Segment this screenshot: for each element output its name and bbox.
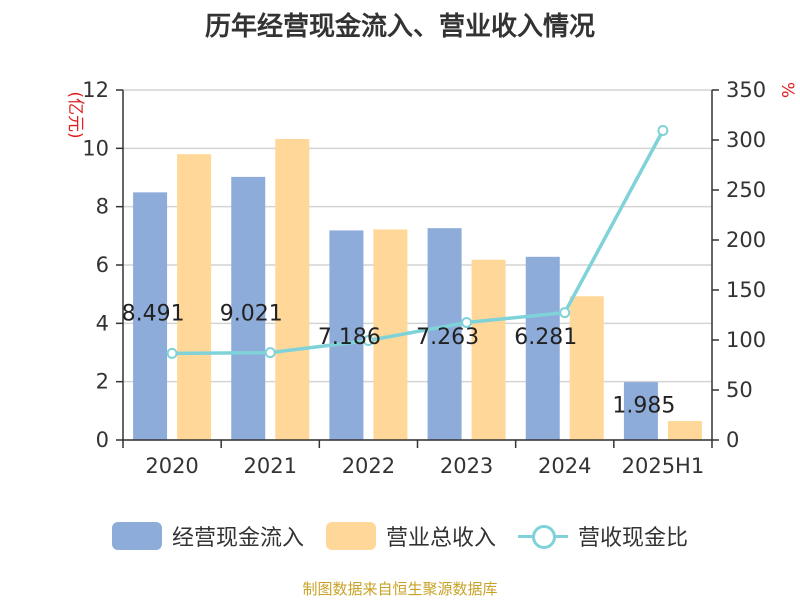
legend-label-ratio: 营收现金比 <box>578 526 689 551</box>
data-label-cash-inflow-2021: 9.021 <box>220 301 283 326</box>
y-right-tick-label-6: 300 <box>726 128 766 152</box>
data-label-cash-inflow-2023: 7.263 <box>416 325 479 350</box>
x-tick-label-2023: 2023 <box>440 454 493 478</box>
y-left-tick-label-0: 0 <box>96 428 109 452</box>
bar-cash-inflow-2023 <box>427 228 462 440</box>
x-tick-label-2020: 2020 <box>145 454 198 478</box>
ratio-point-2021 <box>264 347 276 359</box>
bar-revenue-2021 <box>275 139 310 440</box>
ratio-point-2022 <box>362 335 374 346</box>
line-layer <box>166 125 669 359</box>
y-left-tick-label-1: 2 <box>96 370 109 394</box>
chart-title: 历年经营现金流入、营业收入情况 <box>204 12 595 42</box>
legend-item-ratio[interactable]: 营收现金比 <box>518 520 688 552</box>
bar-revenue-2025H1 <box>667 421 702 440</box>
labels-layer: 8.491 9.021 7.186 7.263 6.281 1.985 <box>122 301 676 418</box>
source-note: 制图数据来自恒生聚源数据库 <box>302 580 498 598</box>
y-left-tick-label-2: 4 <box>96 311 109 335</box>
bar-cash-inflow-2020 <box>133 192 168 440</box>
ratio-point-2024 <box>559 307 571 319</box>
y-right-tick-label-1: 50 <box>726 378 753 402</box>
data-label-cash-inflow-2024: 6.281 <box>514 325 577 350</box>
ratio-point-2020 <box>166 347 178 359</box>
legend-swatch-ratio <box>518 522 568 550</box>
y-left-tick-label-4: 8 <box>96 195 109 219</box>
y-left-tick-label-3: 6 <box>96 253 109 277</box>
y-axis-left-unit: (亿元) <box>65 91 85 138</box>
bar-cash-inflow-2021 <box>231 176 266 440</box>
data-label-cash-inflow-2022: 7.186 <box>318 325 381 350</box>
y-right-tick-label-5: 250 <box>726 178 766 202</box>
legend-label-revenue: 营业总收入 <box>385 526 496 551</box>
data-label-cash-inflow-2025H1: 1.985 <box>612 393 675 418</box>
legend-swatch-revenue <box>325 522 376 550</box>
axes-layer: 0 2 4 6 8 10 12 0 50 100 150 200 250 300 350 2020 2021 20… <box>65 78 797 478</box>
legend-item-cash-inflow[interactable]: 经营现金流入 <box>111 520 304 552</box>
legend-swatch-cash-inflow <box>111 522 162 550</box>
y-right-tick-label-0: 0 <box>726 428 739 452</box>
x-tick-label-2024: 2024 <box>538 454 591 478</box>
bar-revenue-2020 <box>177 154 212 440</box>
x-tick-label-2025H1: 2025H1 <box>622 454 705 478</box>
y-left-tick-label-5: 10 <box>82 136 109 160</box>
bar-revenue-2024 <box>569 296 604 440</box>
bar-cash-inflow-2024 <box>525 256 560 440</box>
ratio-point-2023 <box>461 317 473 328</box>
y-right-tick-label-7: 350 <box>726 78 766 102</box>
legend: 经营现金流入 营业总收入 营收现金比 <box>0 516 800 556</box>
bar-revenue-2023 <box>471 259 506 440</box>
bar-cash-inflow-2022 <box>329 230 364 440</box>
y-right-tick-label-2: 100 <box>726 328 766 352</box>
data-label-cash-inflow-2020: 8.491 <box>122 301 185 326</box>
ratio-point-2025H1 <box>657 125 669 136</box>
bars-layer <box>133 139 702 440</box>
y-right-tick-label-4: 200 <box>726 228 766 252</box>
grid-layer <box>123 89 712 441</box>
legend-item-revenue[interactable]: 营业总收入 <box>325 520 496 552</box>
legend-label-cash-inflow: 经营现金流入 <box>171 526 304 551</box>
x-tick-label-2021: 2021 <box>244 454 297 478</box>
y-left-tick-label-6: 12 <box>82 78 109 102</box>
bar-cash-inflow-2025H1 <box>623 382 658 440</box>
ratio-line <box>172 129 665 356</box>
y-axis-right-unit: % <box>777 82 797 98</box>
x-tick-label-2022: 2022 <box>342 454 395 478</box>
y-right-tick-label-3: 150 <box>726 278 766 302</box>
